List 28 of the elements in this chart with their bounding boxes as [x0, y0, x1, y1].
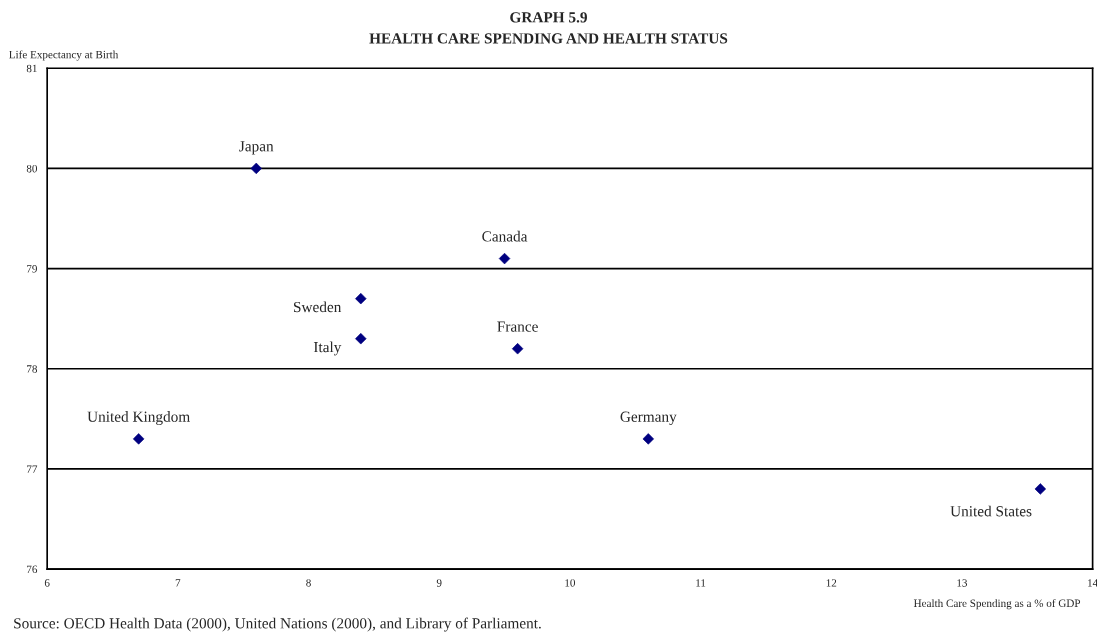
x-axis-title: Health Care Spending as a % of GDP [913, 599, 1081, 610]
y-tick-label: 78 [27, 365, 38, 373]
x-tick-label: 14 [1088, 579, 1097, 587]
x-tick-label: 7 [175, 579, 181, 587]
annotation: Japan [239, 141, 274, 155]
annotation: Italy [313, 341, 342, 356]
y-tick-label: 80 [26, 164, 38, 173]
x-tick-label: 12 [826, 579, 837, 587]
x-tick-label: 10 [565, 579, 576, 587]
annotation: United Kingdom [87, 411, 190, 425]
chart-subtitle: HEALTH CARE SPENDING AND HEALTH STATUS [369, 33, 728, 44]
x-tick-label: 13 [957, 579, 968, 587]
y-tick-label: 76 [27, 565, 38, 574]
chart-title: GRAPH 5.9 [510, 12, 587, 23]
x-tick-label: 9 [436, 579, 442, 587]
source-note: Source: OECD Health Data (2000), United Nations (2000), and Library of Parliament. [14, 617, 541, 632]
y-axis-title: Life Expectancy at Birth [9, 50, 119, 61]
annotation: Sweden [294, 301, 342, 313]
annotation: Canada [482, 230, 528, 242]
x-tick-label: 6 [44, 579, 50, 587]
annotation: Germany [620, 411, 677, 425]
annotation: United States [950, 505, 1032, 517]
y-tick-label: 79 [27, 265, 37, 273]
x-tick-label: 8 [306, 579, 311, 587]
y-tick-label: 77 [27, 465, 38, 473]
annotation: France [497, 321, 538, 332]
y-tick-label: 81 [26, 64, 37, 73]
x-tick-label: 11 [696, 579, 706, 587]
